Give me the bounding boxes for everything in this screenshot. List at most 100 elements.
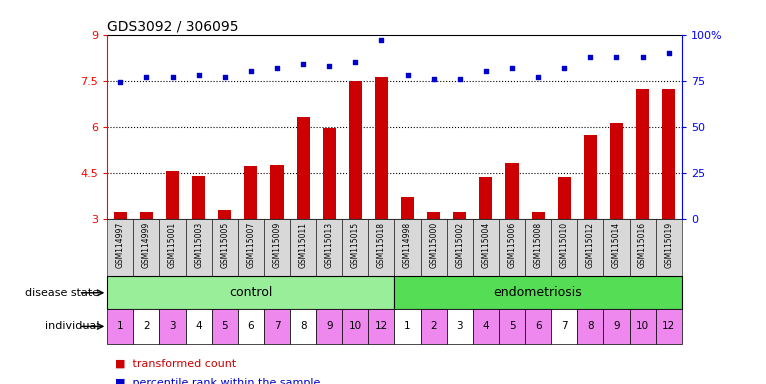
Bar	[237, 309, 264, 344]
Point	[584, 54, 597, 60]
Text: GSM115008: GSM115008	[534, 222, 542, 268]
Bar	[140, 212, 153, 219]
Text: 3: 3	[457, 321, 463, 331]
Text: 5: 5	[509, 321, 516, 331]
Text: GSM115019: GSM115019	[664, 222, 673, 268]
Bar	[211, 309, 237, 344]
Text: GSM114999: GSM114999	[142, 222, 151, 268]
Bar	[394, 219, 421, 276]
Bar	[349, 81, 362, 219]
Text: 5: 5	[221, 321, 228, 331]
Text: 6: 6	[535, 321, 542, 331]
Bar	[375, 77, 388, 219]
Bar	[473, 309, 499, 344]
Bar	[394, 309, 421, 344]
Bar	[166, 171, 179, 219]
Bar	[290, 309, 316, 344]
Text: 12: 12	[662, 321, 676, 331]
Text: GSM115013: GSM115013	[325, 222, 334, 268]
Text: individual: individual	[45, 321, 100, 331]
Text: 4: 4	[483, 321, 489, 331]
Text: GSM115007: GSM115007	[247, 222, 255, 268]
Bar	[133, 219, 159, 276]
Bar	[264, 309, 290, 344]
Point	[114, 79, 126, 86]
Text: GSM115018: GSM115018	[377, 222, 386, 268]
Bar	[447, 309, 473, 344]
Bar	[401, 197, 414, 219]
Point	[245, 68, 257, 74]
Bar	[552, 219, 578, 276]
Text: 2: 2	[430, 321, 437, 331]
Bar	[211, 219, 237, 276]
Text: 10: 10	[636, 321, 649, 331]
Text: 1: 1	[117, 321, 123, 331]
Text: 7: 7	[273, 321, 280, 331]
Point	[558, 65, 571, 71]
Bar	[552, 309, 578, 344]
Bar	[185, 219, 211, 276]
Bar	[578, 309, 604, 344]
Text: GSM114998: GSM114998	[403, 222, 412, 268]
Bar	[237, 219, 264, 276]
Bar	[316, 309, 342, 344]
Text: 9: 9	[326, 321, 332, 331]
Bar	[453, 212, 466, 219]
Text: 1: 1	[404, 321, 411, 331]
Text: GSM115016: GSM115016	[638, 222, 647, 268]
Bar	[525, 309, 552, 344]
Bar	[630, 309, 656, 344]
Text: GSM115006: GSM115006	[508, 222, 516, 268]
Text: 3: 3	[169, 321, 176, 331]
Text: GSM115010: GSM115010	[560, 222, 568, 268]
Point	[480, 68, 492, 74]
Text: 9: 9	[613, 321, 620, 331]
Bar	[107, 309, 133, 344]
Bar	[133, 309, 159, 344]
Bar	[290, 219, 316, 276]
Point	[637, 54, 649, 60]
Bar	[558, 177, 571, 219]
Point	[611, 54, 623, 60]
Text: GSM115011: GSM115011	[299, 222, 308, 268]
Text: disease state: disease state	[25, 288, 100, 298]
Bar	[342, 219, 368, 276]
Bar	[421, 219, 447, 276]
Point	[218, 74, 231, 80]
Point	[140, 74, 152, 80]
Text: endometriosis: endometriosis	[494, 286, 582, 299]
Text: GSM115002: GSM115002	[455, 222, 464, 268]
Bar	[316, 219, 342, 276]
Bar	[604, 219, 630, 276]
Text: GSM115001: GSM115001	[168, 222, 177, 268]
Text: GSM115005: GSM115005	[221, 222, 229, 268]
Bar	[394, 276, 682, 309]
Point	[663, 50, 675, 56]
Bar	[107, 276, 394, 309]
Bar	[322, 128, 336, 219]
Point	[297, 61, 309, 67]
Text: GSM115009: GSM115009	[273, 222, 281, 268]
Bar	[499, 219, 525, 276]
Bar	[107, 219, 133, 276]
Bar	[499, 309, 525, 344]
Bar	[192, 177, 205, 219]
Bar	[244, 166, 257, 219]
Text: 8: 8	[300, 321, 306, 331]
Text: GSM115000: GSM115000	[429, 222, 438, 268]
Bar	[636, 89, 649, 219]
Point	[506, 65, 518, 71]
Bar	[421, 309, 447, 344]
Text: 6: 6	[247, 321, 254, 331]
Bar	[506, 163, 519, 219]
Text: ■  transformed count: ■ transformed count	[115, 359, 236, 369]
Text: 4: 4	[195, 321, 202, 331]
Point	[375, 37, 388, 43]
Text: GSM115015: GSM115015	[351, 222, 360, 268]
Bar	[578, 219, 604, 276]
Text: 12: 12	[375, 321, 388, 331]
Text: GSM114997: GSM114997	[116, 222, 125, 268]
Point	[401, 72, 414, 78]
Bar	[185, 309, 211, 344]
Bar	[296, 117, 309, 219]
